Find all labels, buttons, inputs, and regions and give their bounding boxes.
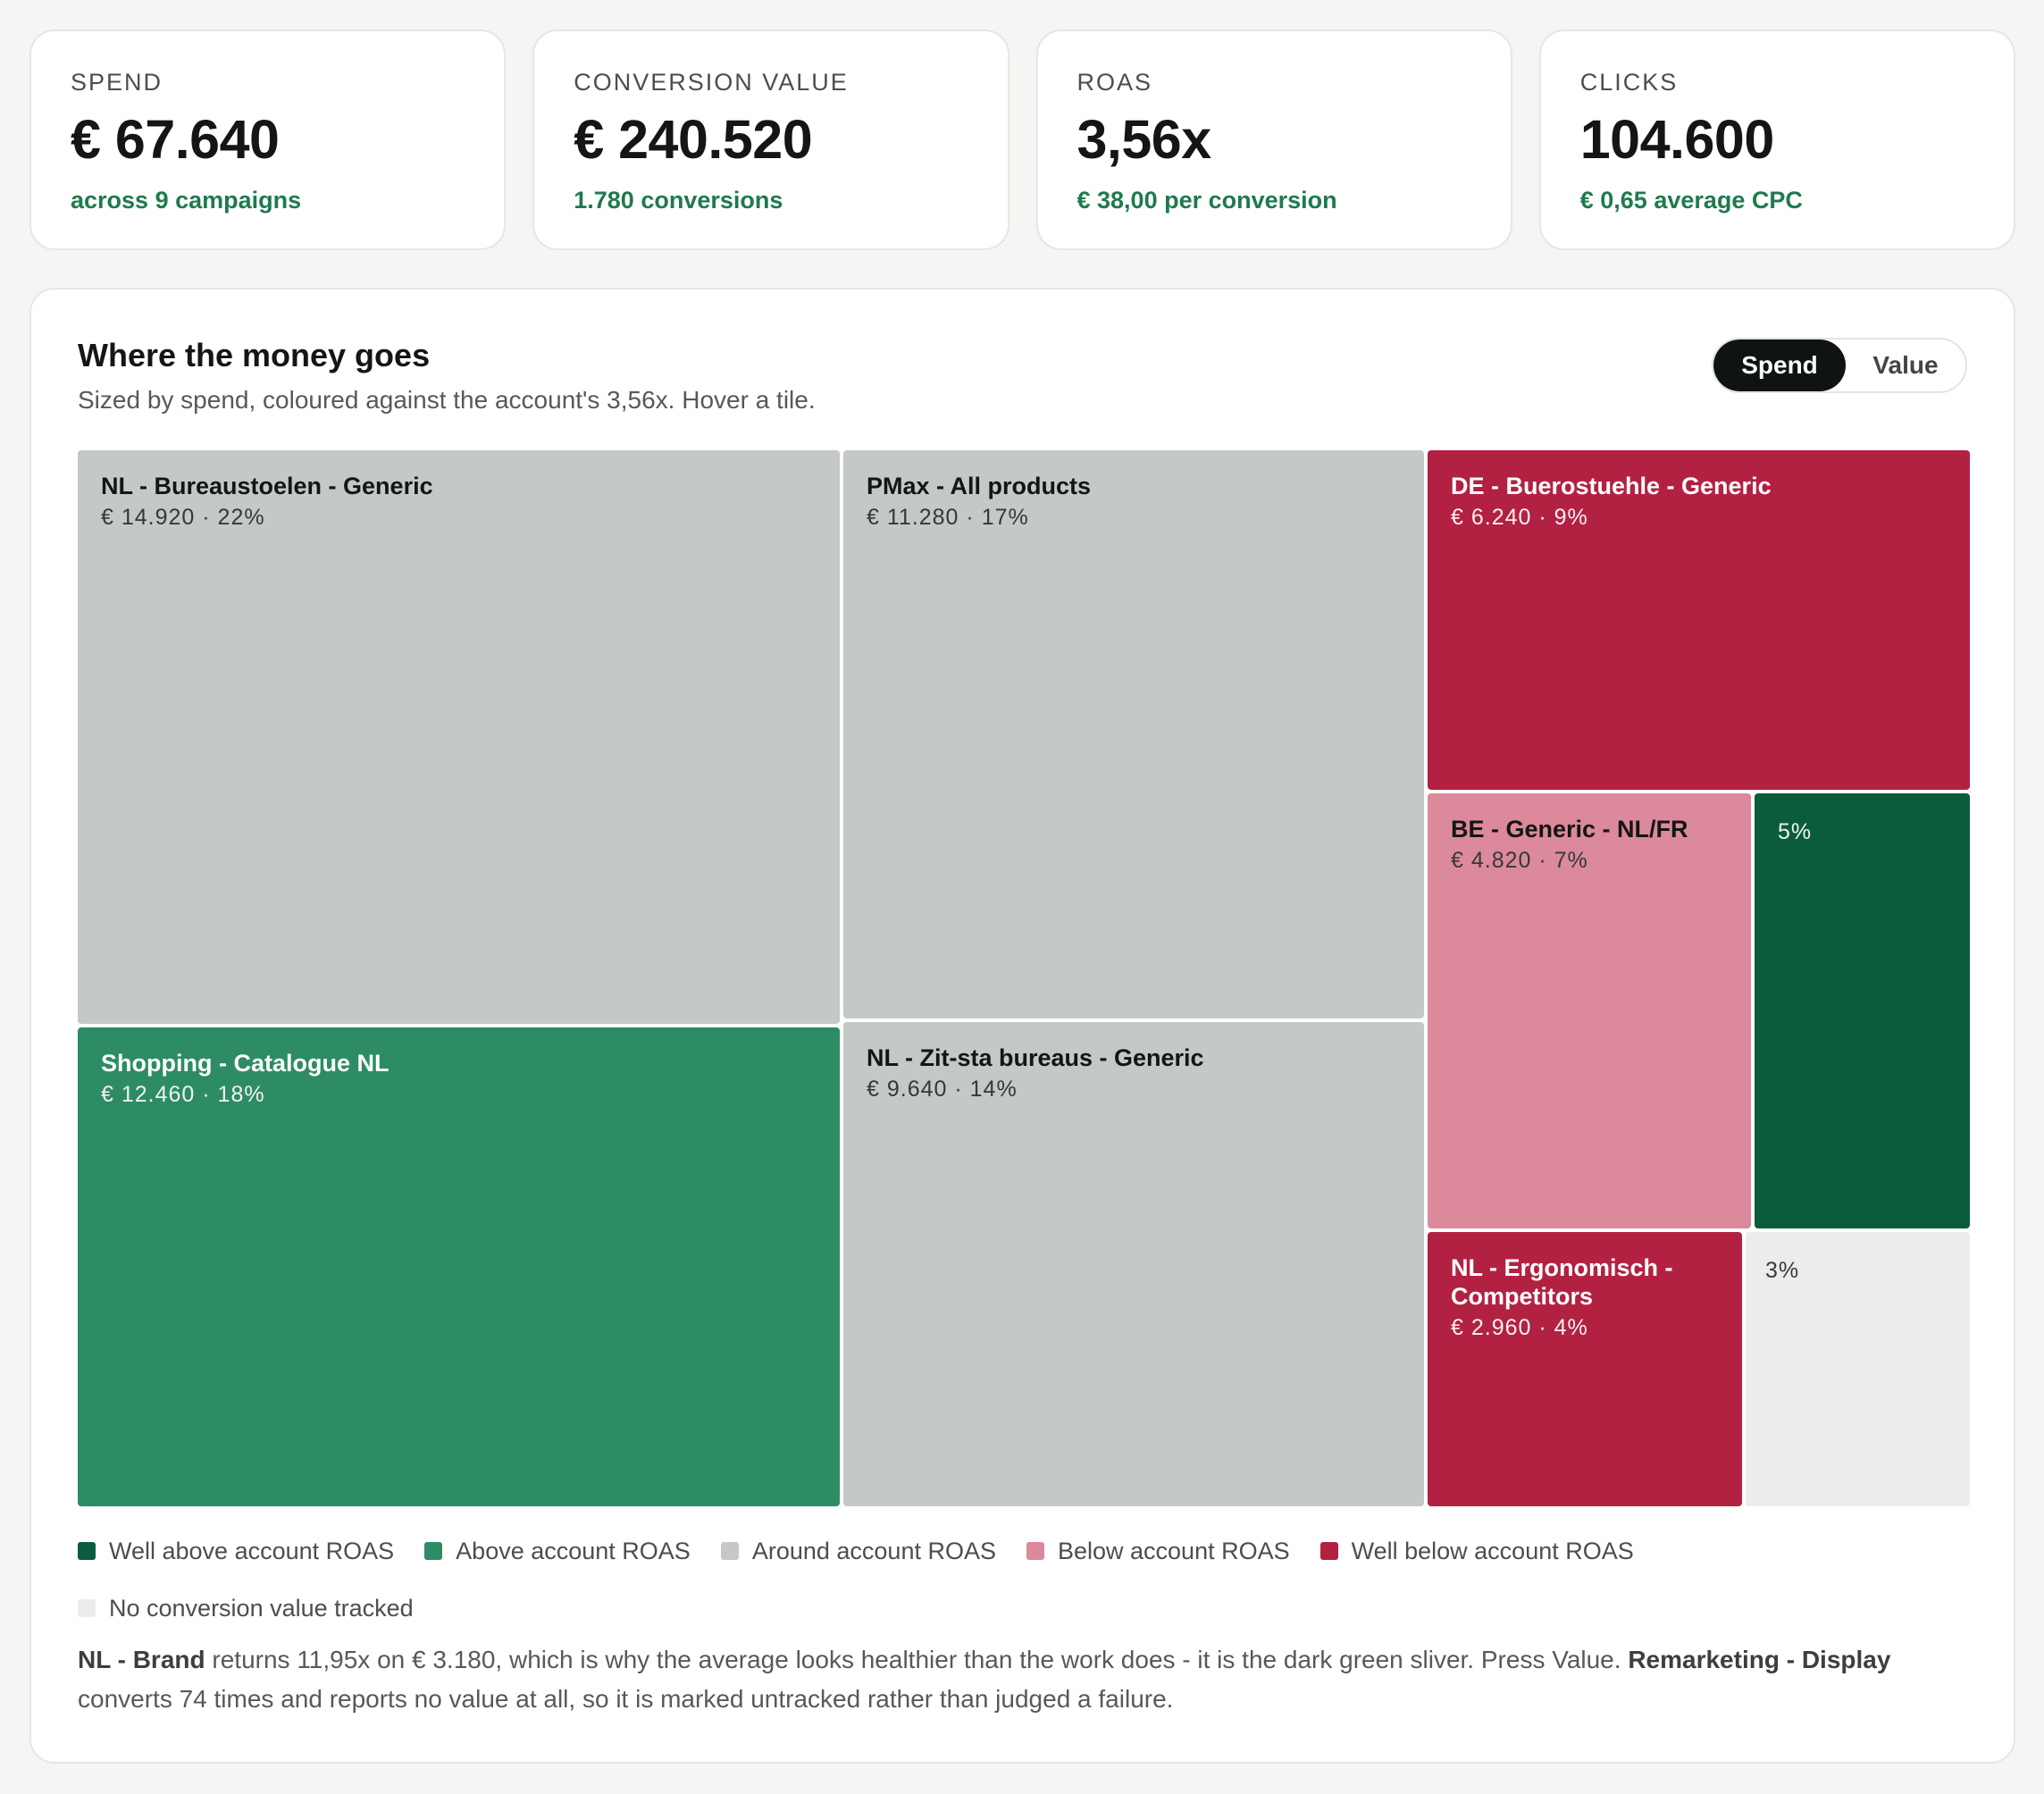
kpi-label: CONVERSION VALUE bbox=[574, 69, 849, 96]
legend-label: Below account ROAS bbox=[1057, 1537, 1290, 1564]
legend-swatch bbox=[424, 1542, 443, 1560]
tile-spend: € 6.240 bbox=[1451, 505, 1532, 530]
legend-label: Around account ROAS bbox=[751, 1537, 996, 1564]
kpi-label: SPEND bbox=[71, 69, 163, 96]
tile-de-buerostuehle-generic[interactable]: DE - Buerostuehle - Generic € 6.240 · 9% bbox=[1428, 450, 1970, 790]
tile-name: NL - Ergonomisch - Competitors bbox=[1451, 1254, 1673, 1310]
legend-swatch bbox=[78, 1542, 96, 1560]
kpi-value: € 67.640 bbox=[71, 109, 280, 170]
insight-note: NL - Brand returns 11,95x on € 3.180, wh… bbox=[78, 1640, 1970, 1719]
tile-nl-bureaustoelen-generic[interactable]: NL - Bureaustoelen - Generic € 14.920 · … bbox=[78, 450, 840, 1024]
tile-spend: € 12.460 bbox=[101, 1082, 196, 1107]
tile-share: 14% bbox=[969, 1077, 1018, 1102]
kpi-card-clicks: CLICKS 104.600 € 0,65 average CPC bbox=[1538, 29, 2015, 250]
kpi-card-roas: ROAS 3,56x € 38,00 per conversion bbox=[1035, 29, 1512, 250]
tile-share: 17% bbox=[981, 505, 1029, 530]
tile-name: PMax - All products bbox=[867, 473, 1092, 499]
legend-item-around: Around account ROAS bbox=[720, 1537, 996, 1564]
kpi-label: ROAS bbox=[1076, 69, 1153, 96]
treemap-panel: Where the money goes Sized by spend, col… bbox=[29, 288, 2015, 1764]
tile-name: Shopping - Catalogue NL bbox=[101, 1050, 390, 1077]
kpi-card-conversion-value: CONVERSION VALUE € 240.520 1.780 convers… bbox=[532, 29, 1009, 250]
kpi-subtext: across 9 campaigns bbox=[71, 187, 302, 214]
treemap: NL - Bureaustoelen - Generic € 14.920 · … bbox=[78, 450, 1970, 1506]
kpi-label: CLICKS bbox=[1579, 69, 1679, 96]
tile-meta: € 12.460 · 18% bbox=[101, 1082, 265, 1107]
legend-swatch bbox=[78, 1599, 96, 1617]
tile-nl-zit-sta-bureaus-generic[interactable]: NL - Zit-sta bureaus - Generic € 9.640 ·… bbox=[843, 1022, 1424, 1506]
kpi-subtext: € 0,65 average CPC bbox=[1579, 187, 1803, 214]
legend-label: Above account ROAS bbox=[456, 1537, 691, 1564]
legend-swatch bbox=[720, 1542, 739, 1560]
tile-share: 3% bbox=[1765, 1258, 1800, 1283]
legend-item-below: Below account ROAS bbox=[1026, 1537, 1290, 1564]
tile-name: NL - Bureaustoelen - Generic bbox=[101, 473, 433, 499]
tile-name: NL - Zit-sta bureaus - Generic bbox=[867, 1044, 1204, 1071]
legend-swatch bbox=[1026, 1542, 1044, 1560]
note-highlight-remarketing: Remarketing - Display bbox=[1628, 1646, 1891, 1673]
note-text: returns 11,95x on € 3.180, which is why … bbox=[205, 1646, 1629, 1673]
tile-share: 22% bbox=[217, 505, 265, 530]
tile-meta: € 9.640 · 14% bbox=[867, 1077, 1018, 1102]
tile-share: 4% bbox=[1554, 1315, 1588, 1340]
tile-name: BE - Generic - NL/FR bbox=[1451, 816, 1688, 843]
tile-spend: € 14.920 bbox=[101, 505, 196, 530]
tile-name: DE - Buerostuehle - Generic bbox=[1451, 473, 1772, 499]
legend-label: Well below account ROAS bbox=[1351, 1537, 1634, 1564]
legend-label: No conversion value tracked bbox=[109, 1594, 414, 1622]
tile-small-untracked[interactable]: 3% bbox=[1746, 1232, 1970, 1506]
tile-share: 9% bbox=[1554, 505, 1588, 530]
tile-nl-ergonomisch-competitors[interactable]: NL - Ergonomisch - Competitors € 2.960 ·… bbox=[1428, 1232, 1742, 1506]
tile-meta: € 14.920 · 22% bbox=[101, 505, 265, 530]
tile-meta: € 11.280 · 17% bbox=[867, 505, 1029, 530]
legend-item-well-below: Well below account ROAS bbox=[1319, 1537, 1634, 1564]
tile-spend: € 2.960 bbox=[1451, 1315, 1532, 1340]
panel-subtitle: Sized by spend, coloured against the acc… bbox=[78, 386, 816, 414]
tile-spend: € 11.280 bbox=[867, 505, 959, 530]
tile-shopping-catalogue-nl[interactable]: Shopping - Catalogue NL € 12.460 · 18% bbox=[78, 1027, 840, 1506]
kpi-subtext: € 38,00 per conversion bbox=[1076, 187, 1337, 214]
metric-toggle: Spend Value bbox=[1712, 338, 1967, 393]
tile-pmax-all-products[interactable]: PMax - All products € 11.280 · 17% bbox=[843, 450, 1424, 1019]
kpi-value: € 240.520 bbox=[574, 109, 813, 170]
panel-title: Where the money goes bbox=[78, 337, 431, 373]
legend-item-above: Above account ROAS bbox=[424, 1537, 691, 1564]
kpi-value: 104.600 bbox=[1579, 109, 1775, 170]
tile-meta: € 6.240 · 9% bbox=[1451, 505, 1588, 530]
tile-meta: € 2.960 · 4% bbox=[1451, 1315, 1588, 1340]
note-text: converts 74 times and reports no value a… bbox=[78, 1685, 1174, 1713]
tile-share: 7% bbox=[1554, 848, 1588, 873]
treemap-legend: Well above account ROAS Above account RO… bbox=[78, 1537, 1970, 1622]
kpi-value: 3,56x bbox=[1076, 109, 1212, 170]
note-highlight-brand: NL - Brand bbox=[78, 1646, 205, 1673]
tile-spend: € 9.640 bbox=[867, 1077, 948, 1102]
toggle-spend-button[interactable]: Spend bbox=[1713, 340, 1846, 391]
legend-swatch bbox=[1319, 1542, 1338, 1560]
tile-meta: € 4.820 · 7% bbox=[1451, 848, 1588, 873]
tile-share: 18% bbox=[217, 1082, 265, 1107]
toggle-value-button[interactable]: Value bbox=[1872, 351, 1939, 379]
legend-label: Well above account ROAS bbox=[109, 1537, 395, 1564]
legend-item-untracked: No conversion value tracked bbox=[78, 1594, 414, 1622]
tile-be-generic-nl-fr[interactable]: BE - Generic - NL/FR € 4.820 · 7% bbox=[1428, 793, 1751, 1228]
tile-share: 5% bbox=[1778, 819, 1813, 844]
kpi-row: SPEND € 67.640 across 9 campaigns CONVER… bbox=[29, 29, 2015, 250]
kpi-card-spend: SPEND € 67.640 across 9 campaigns bbox=[29, 29, 507, 250]
tile-small-well-above[interactable]: 5% bbox=[1755, 793, 1970, 1228]
legend-item-well-above: Well above account ROAS bbox=[78, 1537, 395, 1564]
kpi-subtext: 1.780 conversions bbox=[574, 187, 783, 214]
tile-spend: € 4.820 bbox=[1451, 848, 1532, 873]
